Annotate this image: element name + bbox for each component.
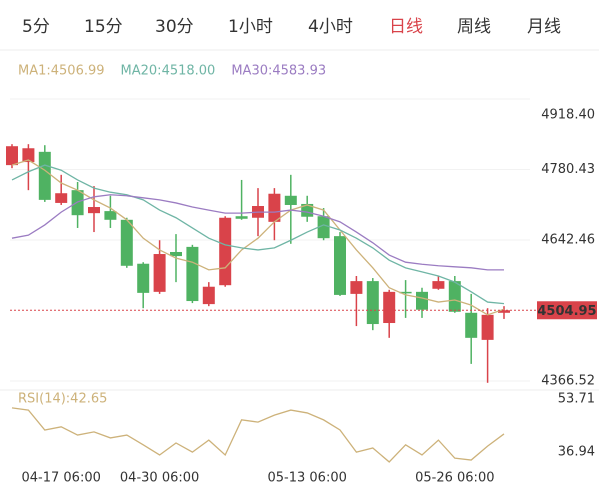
- candle-body: [104, 211, 117, 220]
- candle-body: [366, 281, 379, 325]
- y-tick-label: 53.71: [558, 392, 595, 407]
- candle-body: [481, 314, 494, 340]
- tab[interactable]: 5分: [22, 17, 50, 37]
- tab[interactable]: 周线: [457, 17, 491, 37]
- tab[interactable]: 30分: [155, 17, 194, 37]
- x-tick-label: 04-30 06:00: [120, 471, 199, 486]
- candle-body: [22, 148, 35, 163]
- candle-body: [498, 310, 510, 313]
- candle-body: [55, 193, 68, 203]
- y-tick-label: 4780.43: [541, 162, 595, 177]
- last-price-label: 4504.95: [537, 304, 596, 319]
- candle-body: [137, 263, 150, 293]
- candle-body: [399, 291, 412, 294]
- candle-body: [38, 151, 51, 200]
- legend-entry: MA1:4506.99: [18, 64, 105, 79]
- candle-body: [383, 291, 396, 324]
- candle-body: [235, 216, 248, 219]
- candle-body: [170, 251, 182, 257]
- ma-line: [11, 194, 504, 271]
- tab[interactable]: 日线: [389, 17, 423, 37]
- candle-body: [416, 291, 428, 310]
- tab[interactable]: 1小时: [228, 17, 273, 37]
- legend-entry: MA30:4583.93: [231, 64, 326, 79]
- candle-body: [448, 281, 461, 312]
- legend-entry: MA20:4518.00: [121, 64, 216, 79]
- candle-body: [350, 281, 363, 294]
- y-tick-label: 36.94: [558, 445, 595, 460]
- candle-body: [334, 236, 346, 295]
- candle-body: [465, 312, 478, 338]
- candle-body: [153, 254, 166, 292]
- x-tick-label: 05-13 06:00: [268, 471, 347, 486]
- y-tick-label: 4642.46: [541, 233, 595, 248]
- candle-body: [120, 219, 133, 266]
- x-tick-label: 04-17 06:00: [22, 471, 101, 486]
- candle-body: [219, 217, 232, 286]
- tab[interactable]: 月线: [527, 17, 561, 37]
- legend-entry: RSI(14):42.65: [18, 392, 107, 407]
- candle-body: [88, 207, 100, 214]
- candle-body: [432, 281, 445, 289]
- ma-line: [11, 159, 505, 316]
- candle-body: [268, 193, 281, 222]
- y-tick-label: 4918.40: [541, 108, 595, 123]
- candle-body: [202, 286, 215, 305]
- candle-body: [6, 146, 18, 166]
- candle-body: [71, 190, 84, 216]
- tab[interactable]: 15分: [84, 17, 123, 37]
- tab[interactable]: 4小时: [308, 17, 353, 37]
- candle-body: [186, 246, 199, 302]
- ma-line: [11, 164, 505, 305]
- y-tick-label: 4366.52: [541, 374, 595, 389]
- x-tick-label: 05-26 06:00: [415, 471, 494, 486]
- candle-body: [284, 195, 297, 205]
- candle-body: [317, 216, 330, 239]
- rsi-line: [11, 407, 505, 463]
- last-price-box: [537, 301, 597, 320]
